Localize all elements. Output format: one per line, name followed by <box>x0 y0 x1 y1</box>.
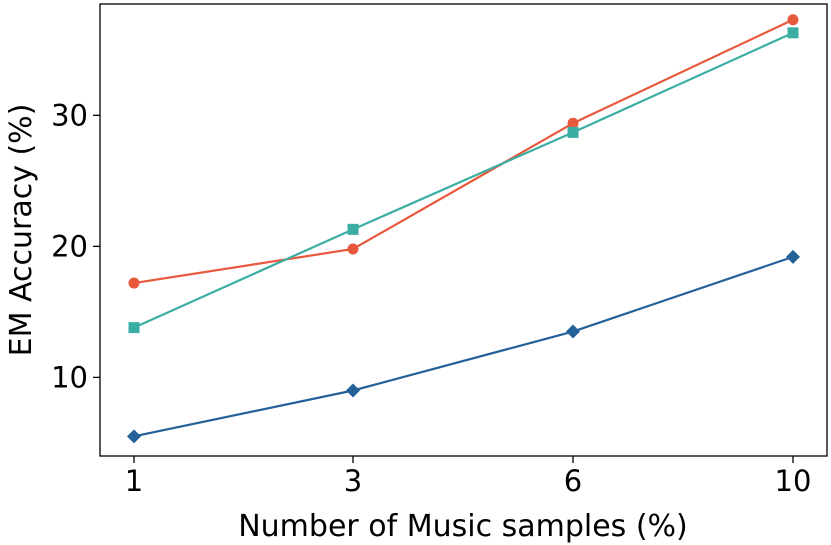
data-point-circle <box>128 277 140 289</box>
data-point-circle <box>347 243 359 255</box>
x-tick-label: 3 <box>344 464 362 498</box>
x-axis-label: Number of Music samples (%) <box>238 509 688 544</box>
series-circle <box>128 14 799 289</box>
data-point-square <box>567 126 579 138</box>
x-tick-label: 6 <box>564 464 582 498</box>
series-square <box>128 27 799 334</box>
x-tick-label: 1 <box>125 464 143 498</box>
data-point-square <box>128 322 140 334</box>
data-point-square <box>347 223 359 235</box>
series-line <box>133 255 794 438</box>
data-point-diamond <box>566 324 580 339</box>
y-tick-label: 30 <box>51 98 88 132</box>
series-line <box>133 18 794 285</box>
data-point-diamond <box>127 429 141 444</box>
y-axis-label: EM Accuracy (%) <box>4 104 39 357</box>
y-tick-label: 10 <box>51 360 88 394</box>
data-point-circle <box>567 117 579 129</box>
data-point-diamond <box>786 249 800 264</box>
y-axis-ticks: 10 20 30 <box>51 98 100 394</box>
data-point-diamond <box>346 383 360 398</box>
series-line <box>133 31 794 329</box>
y-tick-label: 20 <box>51 229 88 263</box>
data-point-square <box>787 27 799 39</box>
series-diamond <box>127 249 800 444</box>
x-axis-ticks: 1 3 6 10 <box>125 456 812 498</box>
data-point-circle <box>787 14 799 26</box>
x-tick-label: 10 <box>775 464 812 498</box>
series-layer <box>127 14 800 444</box>
plot-area-frame <box>99 3 828 457</box>
